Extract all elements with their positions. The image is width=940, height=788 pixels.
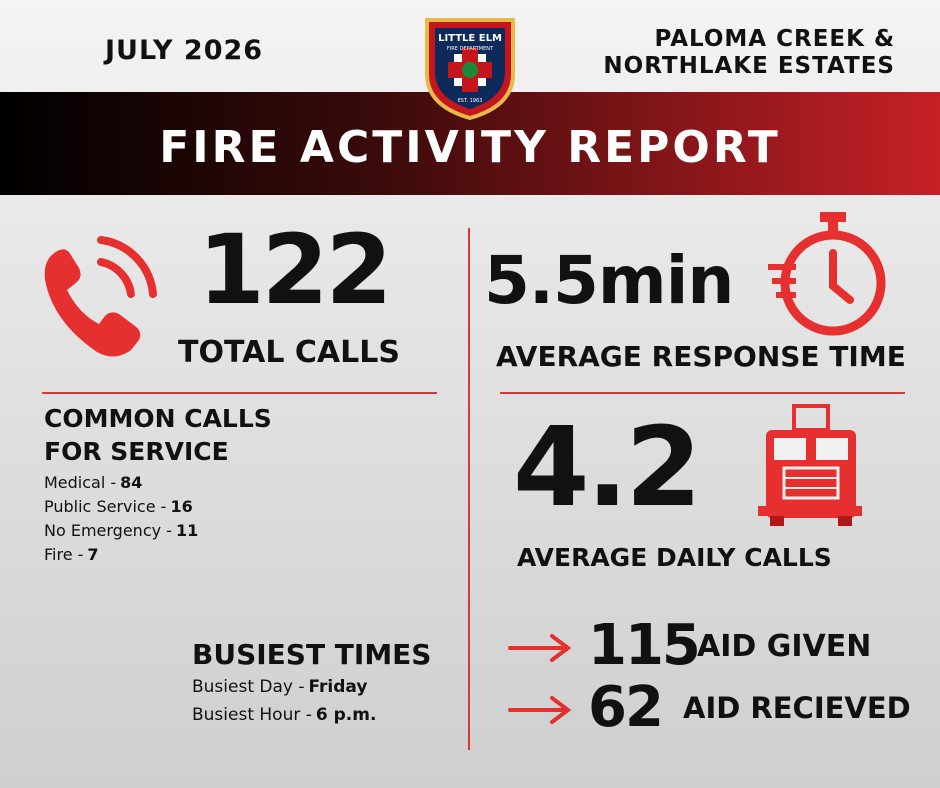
call-type: No Emergency - xyxy=(44,521,172,540)
report-date: JULY 2026 xyxy=(105,35,264,66)
logo-name: LITTLE ELM xyxy=(438,33,502,44)
response-time-label: AVERAGE RESPONSE TIME xyxy=(496,340,906,373)
aid-label: AID GIVEN xyxy=(697,629,872,664)
busiest-title: BUSIEST TIMES xyxy=(192,638,432,671)
report-title: FIRE ACTIVITY REPORT xyxy=(159,122,781,173)
divider xyxy=(42,392,437,394)
logo: LITTLE ELM FIRE DEPARTMENT EST. 1963 xyxy=(425,18,515,121)
call-type: Public Service - xyxy=(44,497,167,516)
common-calls-title: COMMON CALLS xyxy=(44,404,272,433)
logo-department: FIRE DEPARTMENT xyxy=(447,46,494,52)
logo-established: EST. 1963 xyxy=(458,98,483,104)
location: NORTHLAKE ESTATES xyxy=(603,53,895,79)
busiest-value: Friday xyxy=(308,677,368,697)
call-type: Fire - xyxy=(44,545,84,564)
call-item: No Emergency -11 xyxy=(44,523,198,539)
call-count: 16 xyxy=(170,497,193,516)
divider xyxy=(468,228,470,750)
arrow-icon xyxy=(508,696,572,724)
call-item: Public Service -16 xyxy=(44,499,193,515)
common-calls-title: FOR SERVICE xyxy=(44,437,229,466)
call-count: 11 xyxy=(175,521,199,540)
aid-value: 62 xyxy=(588,675,664,740)
aid-value: 115 xyxy=(588,613,701,678)
daily-calls-label: AVERAGE DAILY CALLS xyxy=(517,543,832,572)
call-type: Medical - xyxy=(44,473,117,492)
phone-icon xyxy=(44,236,157,357)
busiest-label: Busiest Day - xyxy=(192,677,305,697)
call-count: 7 xyxy=(87,545,99,564)
total-calls-label: TOTAL CALLS xyxy=(178,335,400,370)
response-time-value: 5.5min xyxy=(484,242,734,319)
fire-truck-icon xyxy=(758,404,862,526)
divider xyxy=(500,392,905,394)
stopwatch-icon xyxy=(768,212,886,336)
call-count: 84 xyxy=(120,473,143,492)
busiest-label: Busiest Hour - xyxy=(192,705,312,725)
aid-label: AID RECIEVED xyxy=(683,691,911,725)
busiest-item: Busiest Hour -6 p.m. xyxy=(192,707,376,724)
total-calls-value: 122 xyxy=(198,214,392,326)
busiest-item: Busiest Day - Friday xyxy=(192,679,367,696)
daily-calls-value: 4.2 xyxy=(513,403,702,531)
arrow-icon xyxy=(508,634,572,662)
call-item: Medical -84 xyxy=(44,475,142,491)
call-item: Fire -7 xyxy=(44,547,99,563)
location: PALOMA CREEK & xyxy=(654,26,895,52)
busiest-value: 6 p.m. xyxy=(315,705,377,725)
